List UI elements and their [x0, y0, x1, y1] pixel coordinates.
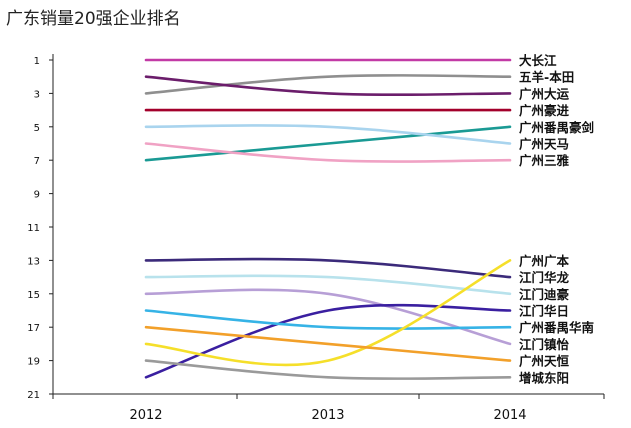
series-end-label: 五羊-本田 [519, 70, 574, 85]
y-tick-label: 17 [27, 323, 40, 334]
series-line [144, 124, 512, 145]
y-tick-label: 7 [34, 156, 40, 167]
y-tick-label: 9 [34, 190, 40, 201]
series-line [144, 257, 512, 279]
y-tick-label: 3 [34, 89, 40, 100]
x-category-label: 2014 [493, 408, 526, 423]
series-line [144, 288, 512, 346]
y-tick-label: 15 [27, 290, 40, 301]
series-end-label: 广州天马 [519, 137, 569, 152]
series-end-label: 江门华日 [519, 304, 569, 319]
y-tick-label: 19 [27, 357, 40, 368]
series-line [144, 359, 512, 380]
series-end-label: 广州天恒 [519, 354, 570, 369]
x-category-label: 2012 [129, 408, 162, 423]
series-end-label: 江门华龙 [519, 270, 570, 285]
series-line [144, 142, 512, 163]
series-end-labels: 大长江五羊-本田广州大运广州豪进广州番禺豪剑广州天马广州三雅江门华龙江门迪豪江门… [519, 53, 595, 385]
y-tick-label: 21 [27, 390, 40, 401]
y-tick-label: 13 [27, 256, 40, 267]
series-end-label: 广州豪进 [519, 103, 570, 118]
series-line [144, 75, 512, 97]
series-end-label: 江门镇怡 [519, 337, 570, 352]
series-end-label: 广州番禺豪剑 [519, 120, 594, 135]
series-lines [144, 58, 512, 380]
y-tick-label: 11 [27, 223, 40, 234]
series-line [144, 325, 512, 362]
series-end-label: 广州广本 [519, 253, 570, 268]
series-line [144, 309, 512, 330]
y-tick-label: 5 [34, 123, 40, 134]
series-line [144, 74, 512, 95]
series-line [144, 125, 512, 162]
y-tick-label: 1 [34, 56, 40, 67]
series-line [144, 303, 512, 379]
series-end-label: 大长江 [519, 53, 557, 68]
chart-title: 广东销量20强企业排名 [6, 9, 181, 29]
series-end-label: 广州三雅 [519, 153, 570, 168]
series-end-label: 增城东阳 [519, 370, 569, 385]
series-end-label: 广州大运 [519, 86, 570, 101]
series-line [144, 259, 512, 367]
series-end-label: 江门迪豪 [519, 287, 570, 302]
series-end-label: 广州番禺华南 [519, 320, 595, 335]
x-category-label: 2013 [311, 408, 344, 423]
